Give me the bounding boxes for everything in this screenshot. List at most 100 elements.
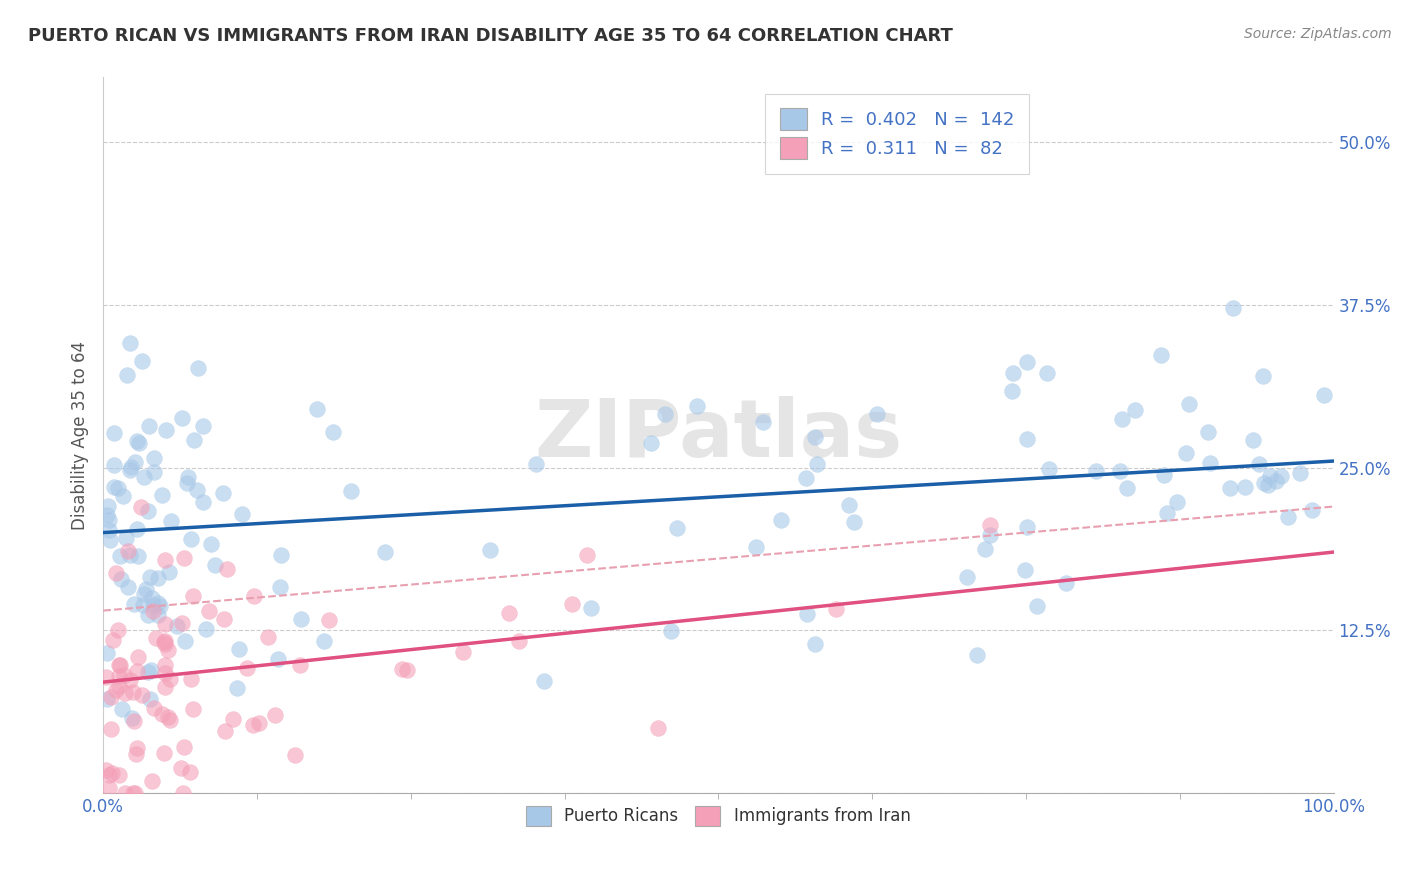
Point bbox=[752, 416, 775, 430]
Point bbox=[160, 514, 183, 528]
Y-axis label: Disability Age 35 to 64: Disability Age 35 to 64 bbox=[72, 341, 89, 530]
Point bbox=[120, 548, 142, 562]
Point bbox=[128, 435, 150, 450]
Point bbox=[155, 423, 177, 437]
Point bbox=[101, 633, 124, 648]
Point bbox=[1301, 502, 1323, 516]
Point bbox=[97, 768, 120, 782]
Point bbox=[103, 458, 125, 473]
Point bbox=[131, 598, 153, 612]
Point bbox=[157, 710, 180, 724]
Point bbox=[143, 451, 166, 466]
Point bbox=[1001, 384, 1024, 399]
Point bbox=[150, 488, 173, 502]
Point bbox=[1054, 576, 1077, 591]
Point bbox=[267, 651, 290, 665]
Point bbox=[150, 707, 173, 722]
Point bbox=[120, 673, 142, 688]
Point bbox=[1174, 446, 1197, 460]
Point bbox=[146, 607, 169, 622]
Point bbox=[94, 670, 117, 684]
Point bbox=[157, 566, 180, 580]
Point bbox=[177, 469, 200, 483]
Point bbox=[1270, 469, 1292, 483]
Point bbox=[136, 665, 159, 679]
Point bbox=[159, 713, 181, 727]
Point bbox=[1156, 506, 1178, 520]
Point bbox=[212, 485, 235, 500]
Point bbox=[139, 663, 162, 677]
Point bbox=[124, 786, 146, 800]
Text: ZIPatlas: ZIPatlas bbox=[534, 396, 903, 474]
Point bbox=[1015, 432, 1038, 446]
Point bbox=[138, 419, 160, 434]
Point bbox=[157, 642, 180, 657]
Point bbox=[770, 513, 793, 527]
Point bbox=[973, 541, 995, 556]
Point bbox=[806, 457, 828, 471]
Point bbox=[112, 667, 135, 681]
Point bbox=[105, 566, 128, 580]
Point bbox=[1313, 387, 1336, 401]
Point bbox=[194, 622, 217, 636]
Point bbox=[105, 682, 128, 697]
Point bbox=[108, 768, 131, 782]
Point bbox=[1234, 480, 1257, 494]
Point bbox=[107, 624, 129, 638]
Point bbox=[1036, 367, 1059, 381]
Point bbox=[96, 508, 118, 522]
Point bbox=[153, 633, 176, 648]
Point bbox=[866, 407, 889, 421]
Point bbox=[533, 673, 555, 688]
Point bbox=[131, 354, 153, 368]
Legend: Puerto Ricans, Immigrants from Iran: Puerto Ricans, Immigrants from Iran bbox=[517, 797, 920, 834]
Point bbox=[153, 553, 176, 567]
Point bbox=[132, 587, 155, 601]
Point bbox=[173, 550, 195, 565]
Point bbox=[1015, 354, 1038, 368]
Point bbox=[242, 718, 264, 732]
Point bbox=[103, 426, 125, 441]
Point bbox=[231, 507, 253, 521]
Point bbox=[284, 747, 307, 762]
Point bbox=[242, 589, 264, 603]
Point bbox=[451, 645, 474, 659]
Point bbox=[561, 597, 583, 611]
Point bbox=[114, 786, 136, 800]
Point bbox=[215, 562, 238, 576]
Point bbox=[290, 658, 312, 673]
Point bbox=[128, 650, 150, 665]
Point bbox=[173, 739, 195, 754]
Point bbox=[142, 605, 165, 619]
Point bbox=[108, 679, 131, 693]
Point bbox=[1219, 481, 1241, 495]
Point bbox=[524, 457, 547, 471]
Point bbox=[153, 617, 176, 632]
Point bbox=[1258, 469, 1281, 483]
Point bbox=[97, 500, 120, 514]
Point bbox=[172, 786, 194, 800]
Point bbox=[180, 673, 202, 687]
Point bbox=[172, 615, 194, 630]
Point bbox=[264, 708, 287, 723]
Point bbox=[127, 434, 149, 449]
Point bbox=[804, 430, 827, 444]
Point bbox=[108, 658, 131, 673]
Point bbox=[666, 521, 689, 535]
Point bbox=[115, 531, 138, 545]
Point bbox=[187, 361, 209, 376]
Point bbox=[794, 471, 817, 485]
Point bbox=[141, 773, 163, 788]
Point bbox=[228, 642, 250, 657]
Point bbox=[979, 528, 1001, 542]
Point bbox=[1251, 369, 1274, 384]
Point bbox=[173, 634, 195, 648]
Point bbox=[1153, 468, 1175, 483]
Point bbox=[121, 711, 143, 725]
Point bbox=[103, 480, 125, 494]
Point bbox=[146, 571, 169, 585]
Point bbox=[1002, 366, 1025, 380]
Point bbox=[318, 613, 340, 627]
Point bbox=[124, 455, 146, 469]
Point bbox=[153, 634, 176, 648]
